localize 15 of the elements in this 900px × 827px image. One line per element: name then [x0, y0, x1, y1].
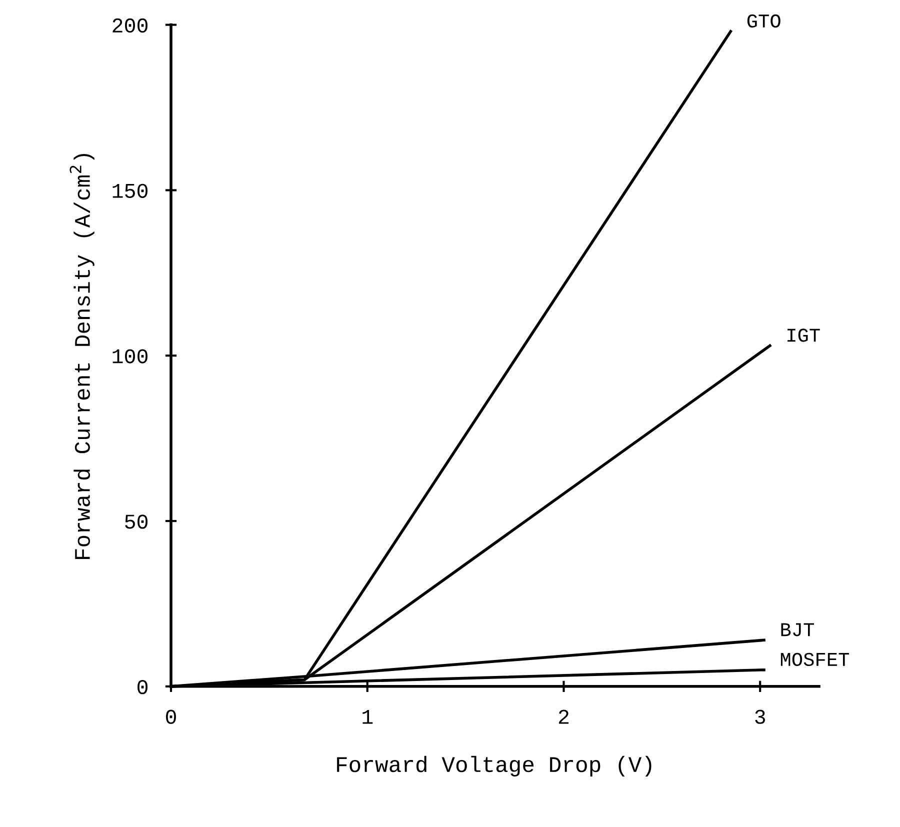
x-tick-label: 3 [755, 710, 766, 724]
x-tick-label: 2 [558, 710, 569, 724]
y-tick-label: 200 [112, 18, 148, 33]
y-axis-title: Forward Current Density (A/cm$^{2}$) [70, 154, 94, 559]
series-label: MOSFET [780, 652, 850, 666]
x-tick-label: 0 [166, 710, 176, 724]
y-tick-label: 0 [138, 680, 148, 694]
series-label: IGT [788, 328, 820, 342]
x-axis-title: Forward Voltage Drop (V) [337, 756, 652, 777]
y-tick-label: 150 [112, 184, 148, 198]
y-tick-label: 100 [112, 349, 148, 364]
y-tick-label: 50 [125, 514, 148, 529]
x-tick-label: 1 [362, 710, 373, 724]
series-label: GTO [747, 14, 780, 28]
series-label: BJT [781, 623, 814, 636]
